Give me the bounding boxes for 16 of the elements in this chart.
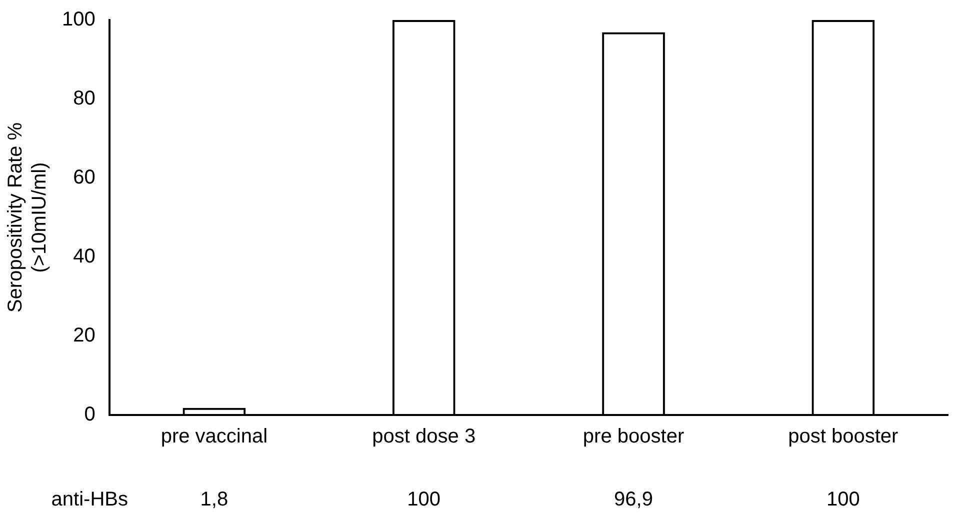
x-tick-label: post booster [788,426,899,448]
y-tick-label: 80 [73,88,96,110]
y-axis-title: Seropositivity Rate % (>10mIU/ml) [4,122,51,313]
y-tick-label: 20 [73,324,96,347]
y-tick-label: 60 [73,166,96,189]
x-tick-label: pre booster [582,426,684,448]
data-label: 1,8 [200,488,228,511]
y-tick-label: 40 [73,246,96,268]
x-tick-label: pre vaccinal [160,426,268,448]
x-tick-label: post dose 3 [372,426,476,448]
data-label: 100 [407,488,441,511]
data-label: 100 [826,488,860,511]
y-tick-label: 100 [62,8,96,31]
data-label: 96,9 [614,488,653,511]
y-tick-label: 0 [84,404,96,426]
text: anti-HBs [51,488,128,511]
